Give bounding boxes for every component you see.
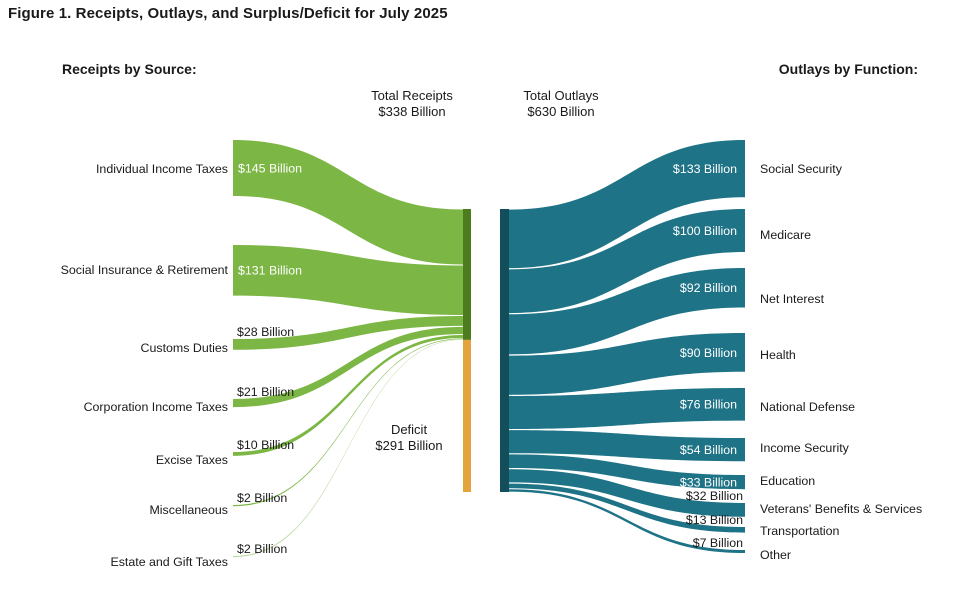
- total-outlays-label: Total Outlays $630 Billion: [523, 88, 598, 120]
- label-medicare: Medicare: [760, 228, 811, 242]
- label-customs-duties: Customs Duties: [141, 341, 228, 355]
- flow-outlay-national-defense: [509, 388, 745, 429]
- flow-receipt-estate-and-gift-taxes: [233, 339, 463, 558]
- total-receipts-label: Total Receipts $338 Billion: [371, 88, 453, 120]
- flow-outlay-medicare: [509, 209, 745, 314]
- flow-receipt-customs-duties: [233, 316, 463, 350]
- label-miscellaneous: Miscellaneous: [149, 503, 228, 517]
- value-transportation: $13 Billion: [686, 513, 743, 527]
- value-other: $7 Billion: [693, 536, 743, 550]
- flow-outlay-other: [509, 489, 745, 554]
- receipts-group-header: Receipts by Source:: [62, 61, 197, 77]
- label-income-security: Income Security: [760, 441, 850, 455]
- value-social-security: $133 Billion: [673, 162, 737, 176]
- value-estate-and-gift-taxes: $2 Billion: [237, 542, 287, 556]
- value-excise-taxes: $10 Billion: [237, 438, 294, 452]
- value-income-security: $54 Billion: [680, 443, 737, 457]
- value-individual-income-taxes: $145 Billion: [238, 161, 302, 175]
- value-health: $90 Billion: [680, 346, 737, 360]
- flow-outlay-income-security: [509, 430, 745, 462]
- flow-outlay-health: [509, 333, 745, 395]
- label-social-insurance-retirement: Social Insurance & Retirement: [61, 263, 229, 277]
- value-national-defense: $76 Billion: [680, 398, 737, 412]
- label-veterans-benefits-services: Veterans' Benefits & Services: [760, 502, 922, 516]
- flow-outlay-education: [509, 454, 745, 490]
- value-education: $33 Billion: [680, 475, 737, 489]
- label-net-interest: Net Interest: [760, 292, 825, 306]
- outlays-node-bar: [500, 209, 509, 492]
- label-health: Health: [760, 348, 796, 362]
- label-individual-income-taxes: Individual Income Taxes: [96, 162, 228, 176]
- label-social-security: Social Security: [760, 162, 843, 176]
- deficit-value: $291 Billion: [375, 438, 443, 453]
- flow-outlay-veterans-benefits-services: [509, 469, 745, 517]
- label-estate-and-gift-taxes: Estate and Gift Taxes: [110, 555, 228, 569]
- value-social-insurance-retirement: $131 Billion: [238, 264, 302, 278]
- deficit-title: Deficit: [390, 422, 428, 437]
- label-education: Education: [760, 474, 815, 488]
- value-medicare: $100 Billion: [673, 224, 737, 238]
- deficit-label: Deficit $291 Billion: [375, 422, 442, 454]
- total-receipts-title: Total Receipts: [371, 88, 453, 103]
- label-excise-taxes: Excise Taxes: [156, 453, 228, 467]
- value-corporation-income-taxes: $21 Billion: [237, 385, 294, 399]
- flow-receipt-corporation-income-taxes: [233, 326, 463, 408]
- receipts-node-bar: [463, 209, 471, 340]
- flow-outlay-net-interest: [509, 268, 745, 355]
- flow-receipt-social-insurance-retirement: [233, 245, 463, 316]
- value-veterans-benefits-services: $32 Billion: [686, 489, 743, 503]
- figure-title: Figure 1. Receipts, Outlays, and Surplus…: [8, 5, 448, 22]
- total-outlays-value: $630 Billion: [527, 104, 595, 119]
- flow-outlay-social-security: [509, 140, 745, 269]
- total-receipts-value: $338 Billion: [378, 104, 446, 119]
- value-miscellaneous: $2 Billion: [237, 491, 287, 505]
- deficit-bar: [463, 339, 471, 492]
- value-net-interest: $92 Billion: [680, 281, 737, 295]
- label-national-defense: National Defense: [760, 400, 855, 414]
- label-transportation: Transportation: [760, 524, 840, 538]
- flow-receipt-miscellaneous: [233, 338, 463, 507]
- total-outlays-title: Total Outlays: [523, 88, 599, 103]
- flow-receipt-individual-income-taxes: [233, 140, 463, 265]
- flow-receipt-excise-taxes: [233, 334, 463, 456]
- label-other: Other: [760, 548, 791, 562]
- value-customs-duties: $28 Billion: [237, 325, 294, 339]
- outlays-group-header: Outlays by Function:: [778, 61, 918, 77]
- label-corporation-income-taxes: Corporation Income Taxes: [84, 400, 228, 414]
- flow-outlay-transportation: [509, 483, 745, 533]
